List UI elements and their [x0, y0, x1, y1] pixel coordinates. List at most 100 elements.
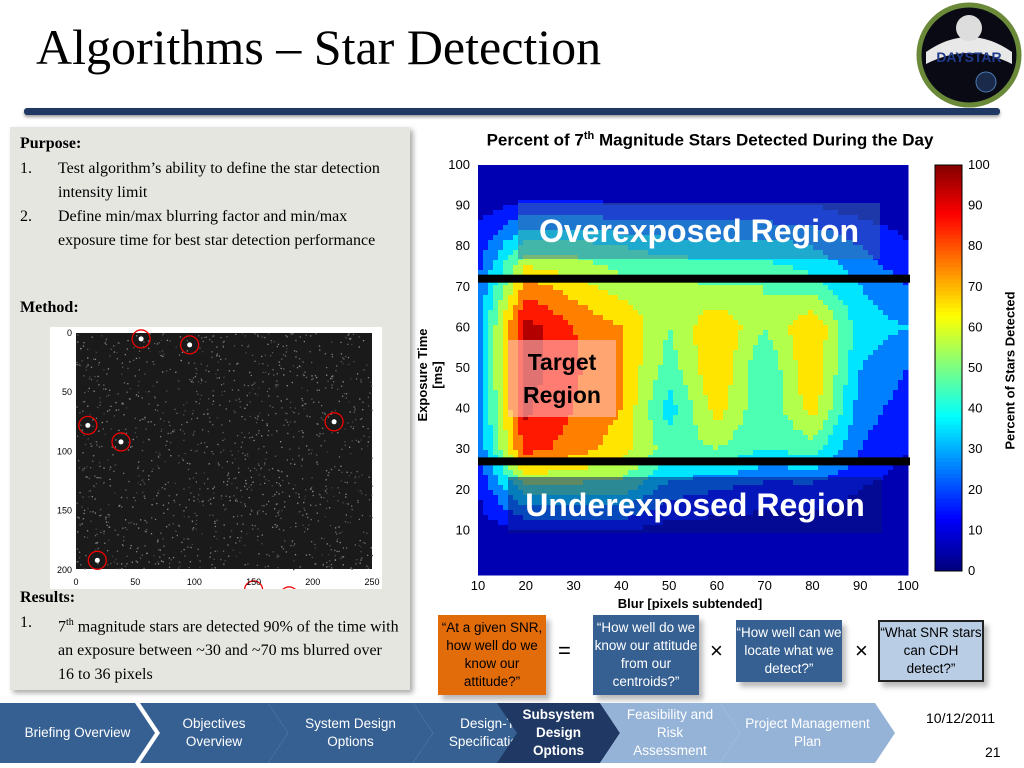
heatmap-cell — [833, 185, 839, 191]
heatmap-cell — [878, 325, 884, 331]
heatmap-cell — [868, 185, 874, 191]
heatmap-cell — [618, 355, 624, 361]
heatmap-cell — [583, 290, 589, 296]
heatmap-cell — [828, 320, 834, 326]
heatmap-cell — [768, 330, 774, 336]
heatmap-cell — [653, 285, 659, 291]
heatmap-cell — [648, 330, 654, 336]
heatmap-cell — [648, 355, 654, 361]
heatmap-cell — [893, 170, 899, 176]
heatmap-cell — [493, 320, 499, 326]
noise-pixel — [77, 341, 79, 343]
heatmap-cell — [503, 245, 509, 251]
heatmap-cell — [643, 330, 649, 336]
heatmap-cell — [728, 300, 734, 306]
heatmap-cell — [823, 260, 829, 266]
heatmap-cell — [753, 340, 759, 346]
noise-pixel — [361, 417, 363, 420]
noise-pixel — [271, 468, 274, 470]
heatmap-cell — [533, 180, 539, 186]
heatmap-cell — [563, 315, 569, 321]
heatmap-cell — [578, 295, 584, 301]
heatmap-cell — [618, 170, 624, 176]
heatmap-cell — [713, 335, 719, 341]
heatmap-cell — [478, 175, 484, 181]
heatmap-cell — [863, 285, 869, 291]
heatmap-cell — [743, 305, 749, 311]
heatmap-cell — [548, 260, 554, 266]
heatmap-cell — [533, 330, 539, 336]
noise-pixel — [151, 517, 153, 519]
heatmap-cell — [528, 300, 534, 306]
heatmap-cell — [498, 315, 504, 321]
noise-pixel — [367, 396, 369, 399]
heatmap-cell — [898, 205, 904, 211]
noise-pixel — [161, 334, 164, 336]
noise-pixel — [135, 357, 138, 360]
heatmap-cell — [808, 345, 814, 351]
heatmap-cell — [743, 310, 749, 316]
noise-pixel — [252, 388, 254, 390]
noise-pixel — [285, 351, 287, 353]
heatmap-cell — [733, 165, 739, 171]
heatmap-cell — [833, 335, 839, 341]
noise-pixel — [301, 430, 303, 432]
heatmap-cell — [653, 270, 659, 276]
heatmap-cell — [538, 330, 544, 336]
noise-pixel — [325, 485, 327, 487]
heatmap-cell — [558, 325, 564, 331]
heatmap-cell — [543, 310, 549, 316]
heatmap-cell — [593, 290, 599, 296]
heatmap-cell — [858, 335, 864, 341]
heatmap-cell — [883, 315, 889, 321]
heatmap-cell — [873, 325, 879, 331]
magnitude: 7 — [58, 618, 66, 636]
noise-pixel — [295, 522, 297, 524]
heatmap-cell — [503, 165, 509, 171]
heatmap-cell — [743, 360, 749, 366]
heatmap-cell — [898, 220, 904, 226]
heatmap-cell — [758, 330, 764, 336]
noise-pixel — [125, 428, 127, 431]
noise-pixel — [299, 566, 301, 568]
heatmap-cell — [753, 260, 759, 266]
heatmap-cell — [868, 335, 874, 341]
heatmap-cell — [703, 310, 709, 316]
heatmap-cell — [663, 320, 669, 326]
heatmap-cell — [853, 285, 859, 291]
heatmap-cell — [788, 175, 794, 181]
heatmap-cell — [618, 295, 624, 301]
heatmap-cell — [693, 345, 699, 351]
heatmap-cell — [568, 180, 574, 186]
heatmap-cell — [638, 365, 644, 371]
heatmap-cell — [763, 195, 769, 201]
noise-pixel — [169, 368, 171, 371]
heatmap-cell — [503, 265, 509, 271]
heatmap-cell — [848, 355, 854, 361]
heatmap-cell — [728, 165, 734, 171]
noise-pixel — [278, 528, 281, 530]
heatmap-cell — [633, 265, 639, 271]
heatmap-cell — [738, 265, 744, 271]
heatmap-cell — [813, 315, 819, 321]
heatmap-cell — [863, 305, 869, 311]
heatmap-cell — [693, 300, 699, 306]
noise-pixel — [282, 353, 285, 356]
heatmap-cell — [508, 185, 514, 191]
noise-pixel — [316, 389, 318, 391]
noise-pixel — [358, 346, 360, 348]
heatmap-cell — [478, 330, 484, 336]
noise-pixel — [230, 530, 233, 532]
noise-pixel — [210, 552, 212, 554]
heatmap-cell — [658, 300, 664, 306]
noise-pixel — [360, 490, 362, 492]
heatmap-cell — [548, 325, 554, 331]
heatmap-cell — [743, 180, 749, 186]
heatmap-cell — [853, 305, 859, 311]
noise-pixel — [276, 373, 279, 375]
noise-pixel — [207, 499, 210, 502]
heatmap-cell — [763, 320, 769, 326]
heatmap-cell — [708, 180, 714, 186]
heatmap-cell — [643, 270, 649, 276]
heatmap-cell — [738, 270, 744, 276]
